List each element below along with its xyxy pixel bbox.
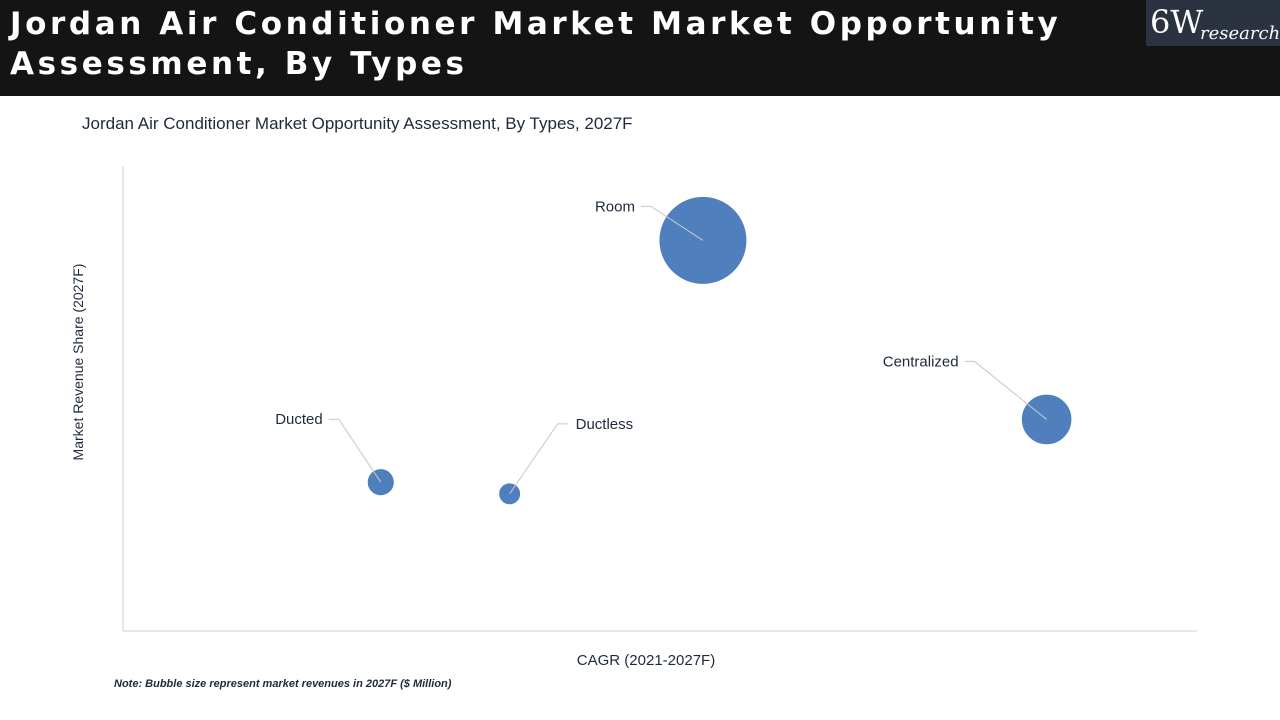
logo-sub-text: research	[1200, 23, 1280, 44]
leader-line-ductless	[509, 423, 568, 495]
leader-line-room	[640, 205, 704, 241]
leader-line-ducted	[328, 418, 382, 483]
header-banner: Jordan Air Conditioner Market Market Opp…	[0, 0, 1280, 96]
x-axis-label: CAGR (2021-2027F)	[577, 652, 715, 669]
y-axis-label: Market Revenue Share (2027F)	[70, 264, 86, 461]
page-title: Jordan Air Conditioner Market Market Opp…	[10, 6, 1062, 82]
leader-line-centralized	[964, 360, 1047, 420]
logo-main-text: 6W	[1150, 3, 1204, 41]
brand-logo: 6W research	[1146, 0, 1280, 46]
chart-title: Jordan Air Conditioner Market Opportunit…	[82, 114, 633, 133]
bubble-label-centralized: Centralized	[883, 353, 959, 370]
bubble-label-room: Room	[595, 198, 635, 215]
chart-note: Note: Bubble size represent market reven…	[114, 678, 452, 690]
bubble-label-ducted: Ducted	[275, 411, 323, 428]
bubble-group: Room Centralized Ducted Ductless	[275, 195, 1073, 506]
bubble-label-ductless: Ductless	[576, 416, 634, 433]
